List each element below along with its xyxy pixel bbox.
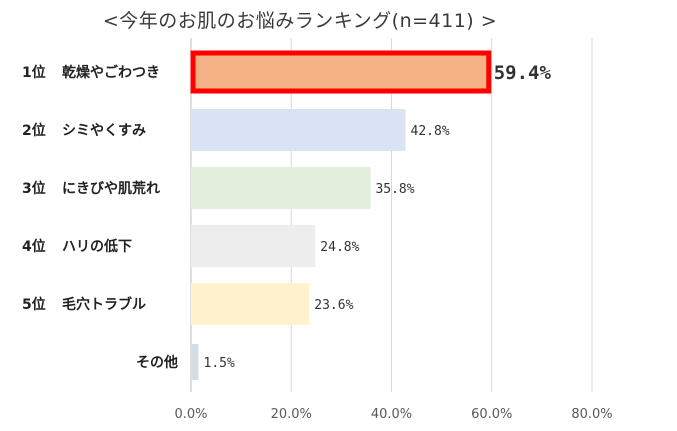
chart-title: <今年のお肌のお悩みランキング(n=411) > bbox=[102, 10, 498, 32]
category-label: ハリの低下 bbox=[62, 238, 132, 255]
rank-label: 5位 bbox=[22, 296, 46, 313]
value-label: 23.6% bbox=[314, 298, 353, 313]
bar bbox=[191, 167, 371, 209]
rank-label: 2位 bbox=[22, 122, 46, 139]
rank-label: 3位 bbox=[22, 180, 46, 197]
value-label: 35.8% bbox=[375, 182, 414, 197]
bar bbox=[191, 225, 316, 267]
category-label: 乾燥やごわつき bbox=[62, 64, 160, 81]
rank-label: 4位 bbox=[22, 238, 46, 255]
bar bbox=[191, 283, 310, 325]
category-label: にきびや肌荒れ bbox=[62, 180, 160, 197]
value-label: 24.8% bbox=[320, 240, 359, 255]
rank-label: 1位 bbox=[22, 64, 46, 81]
category-label: シミやくすみ bbox=[62, 123, 146, 139]
x-tick-label: 60.0% bbox=[471, 407, 512, 422]
x-tick-label: 40.0% bbox=[371, 407, 412, 422]
bar bbox=[191, 344, 199, 380]
category-label: その他 bbox=[136, 354, 178, 371]
value-label: 42.8% bbox=[411, 124, 450, 139]
x-tick-label: 20.0% bbox=[271, 407, 312, 422]
x-tick-label: 0.0% bbox=[174, 407, 207, 422]
x-tick-label: 80.0% bbox=[571, 407, 612, 422]
bar bbox=[191, 109, 406, 151]
bar bbox=[191, 51, 489, 93]
category-label: 毛穴トラブル bbox=[62, 296, 146, 313]
value-label: 59.4% bbox=[494, 62, 552, 84]
value-label: 1.5% bbox=[204, 356, 235, 371]
highlight-box bbox=[190, 50, 492, 94]
